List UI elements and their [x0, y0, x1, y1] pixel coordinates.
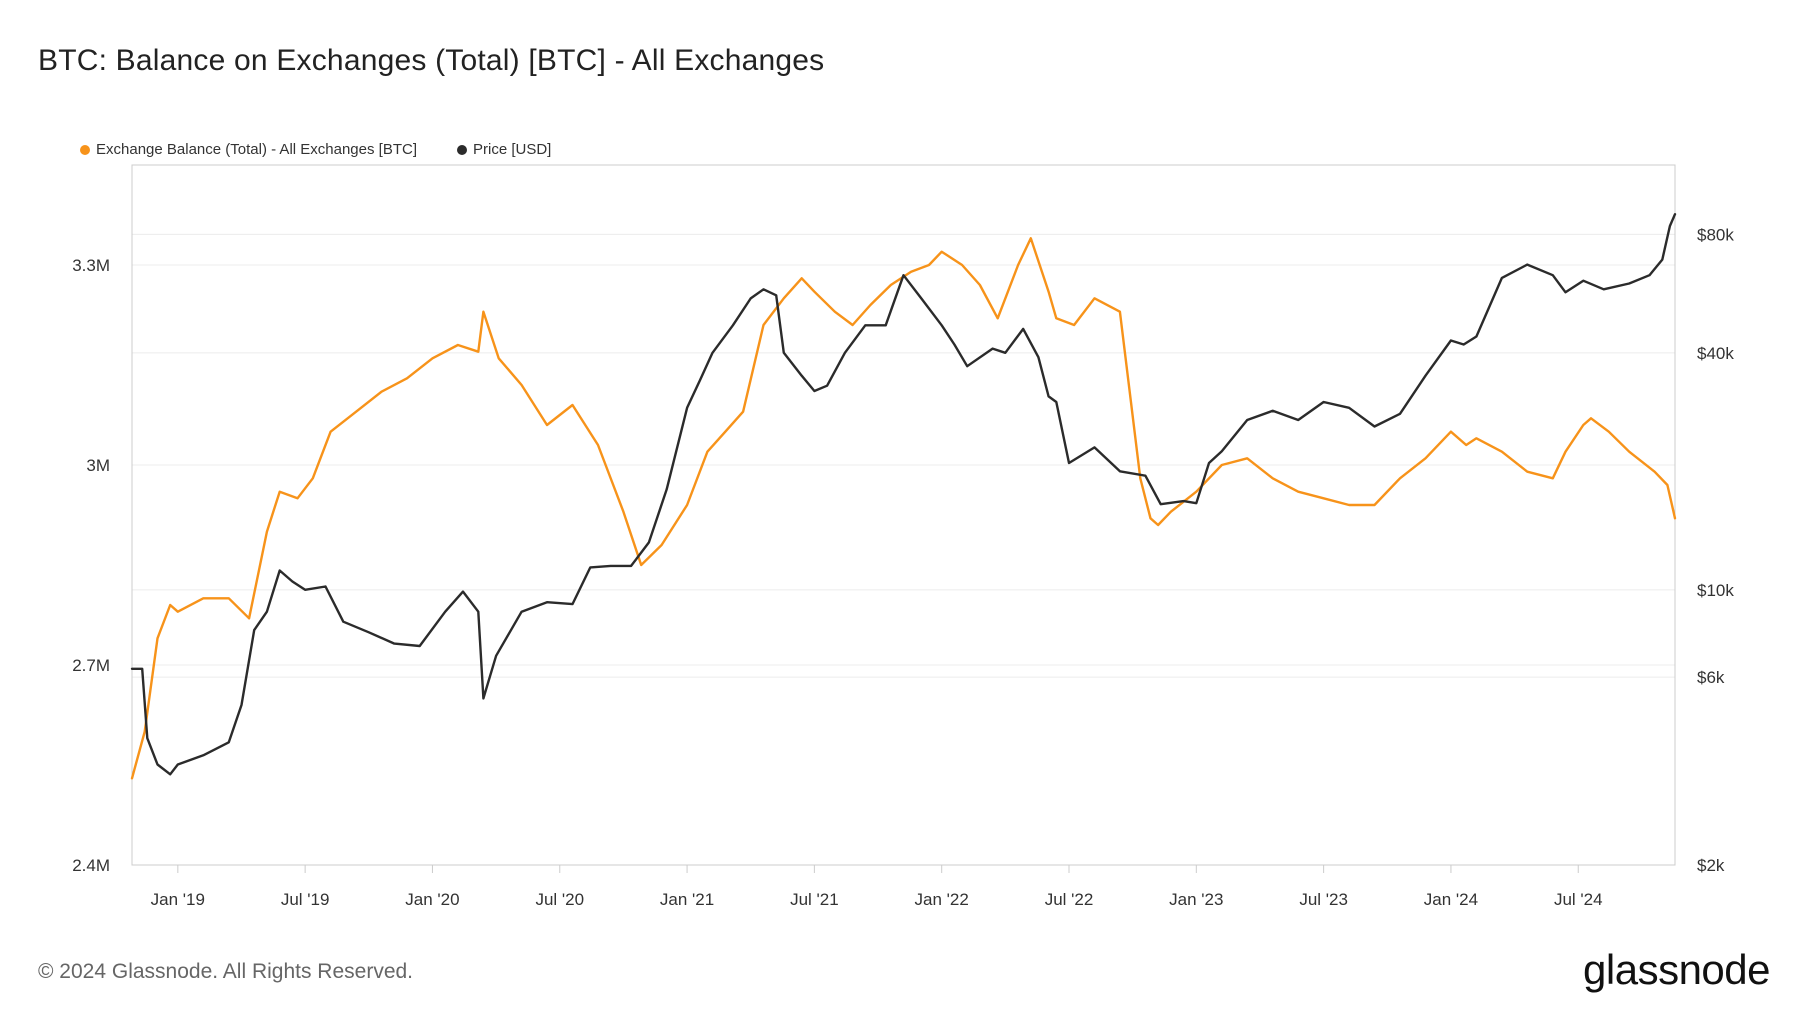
legend-item-price[interactable]: Price [USD] — [457, 141, 551, 158]
x-axis-tick-label: Jan '24 — [1424, 890, 1478, 909]
x-axis-tick-label: Jul '19 — [281, 890, 330, 909]
legend-dot-price — [457, 144, 467, 155]
left-axis-tick-label: 3.3M — [72, 256, 110, 275]
x-axis-tick-label: Jan '21 — [660, 890, 714, 909]
right-axis-tick-label: $40k — [1697, 344, 1734, 363]
x-axis-tick-label: Jul '21 — [790, 890, 839, 909]
plot-frame — [131, 164, 1676, 866]
legend-label-balance: Exchange Balance (Total) - All Exchanges… — [96, 141, 417, 158]
legend-label-price: Price [USD] — [473, 141, 552, 158]
right-axis-tick-label: $10k — [1697, 581, 1734, 600]
x-axis-tick-label: Jul '23 — [1299, 890, 1348, 909]
legend-item-balance[interactable]: Exchange Balance (Total) - All Exchanges… — [80, 141, 417, 158]
x-axis-tick-label: Jul '20 — [535, 890, 584, 909]
left-axis-tick-label: 2.7M — [72, 656, 110, 675]
left-axis-tick-label: 2.4M — [72, 856, 110, 875]
legend-dot-balance — [80, 144, 90, 155]
glassnode-logo: glassnode — [1583, 946, 1770, 993]
x-axis-tick-label: Jul '22 — [1045, 890, 1094, 909]
series-lines — [130, 213, 1677, 780]
x-axis-tick-label: Jan '19 — [151, 890, 205, 909]
right-axis-tick-label: $2k — [1697, 856, 1725, 875]
series-line-price — [130, 213, 1677, 776]
chart-axes — [131, 164, 1676, 873]
grid-lines — [132, 233, 1675, 866]
x-axis-tick-label: Jan '23 — [1169, 890, 1223, 909]
x-axis-tick-label: Jan '20 — [405, 890, 459, 909]
tick-labels: 2.4M 2.7M 3M 3.3M $2k $6k $10k $40k $80k Jan '19 J… — [72, 225, 1734, 909]
right-axis-tick-label: $80k — [1697, 225, 1734, 244]
x-axis-tick-label: Jan '22 — [915, 890, 969, 909]
left-axis-tick-label: 3M — [86, 456, 110, 475]
legend: Exchange Balance (Total) - All Exchanges… — [80, 141, 551, 158]
chart-title: BTC: Balance on Exchanges (Total) [BTC] … — [38, 44, 825, 77]
copyright-footer: © 2024 Glassnode. All Rights Reserved. — [38, 960, 414, 983]
series-line-balance — [130, 237, 1677, 780]
right-axis-tick-label: $6k — [1697, 668, 1725, 687]
x-axis-tick-label: Jul '24 — [1554, 890, 1603, 909]
